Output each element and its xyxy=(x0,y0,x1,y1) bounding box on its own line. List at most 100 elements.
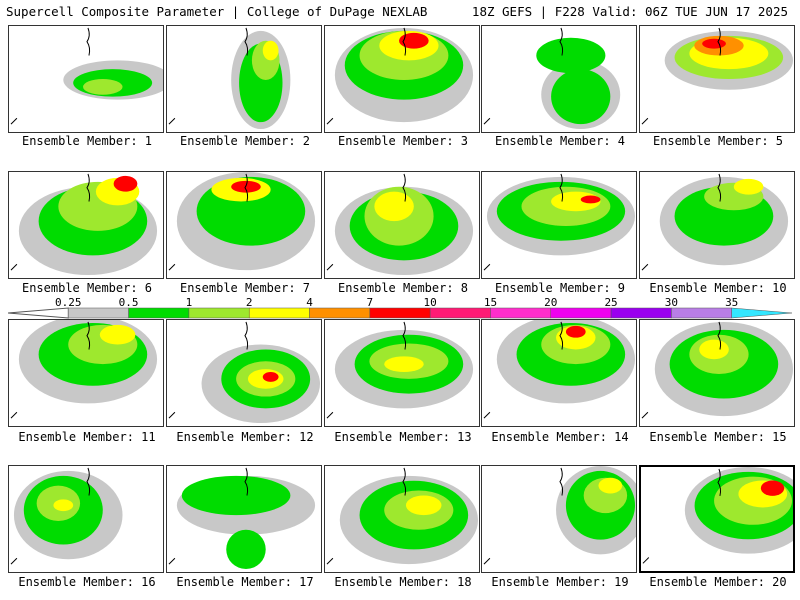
ensemble-panel-17[interactable] xyxy=(166,465,322,573)
coastline xyxy=(10,263,18,271)
coastline xyxy=(559,321,564,350)
ensemble-member-label: Ensemble Member: 3 xyxy=(337,134,469,148)
colorbar-tick-label: 25 xyxy=(604,296,618,309)
scp-field-map xyxy=(483,27,621,130)
scp-field-map xyxy=(641,173,789,271)
ensemble-member-label: Ensemble Member: 5 xyxy=(652,134,784,148)
ensemble-member-label: Ensemble Member: 14 xyxy=(491,430,629,444)
ensemble-panel-8[interactable] xyxy=(324,171,480,279)
coastline xyxy=(168,117,176,125)
ensemble-panel-13[interactable] xyxy=(324,319,480,427)
colorbar-tick-label: 0.5 xyxy=(118,296,139,309)
coastline xyxy=(642,557,650,564)
ensemble-panel-14[interactable] xyxy=(481,319,637,427)
ensemble-panel-18[interactable] xyxy=(324,465,480,573)
scp-contour xyxy=(551,69,611,125)
scp-field-map xyxy=(483,173,636,271)
colorbar-tick-label: 1 xyxy=(185,296,193,309)
coastline xyxy=(717,27,722,56)
ensemble-panel-4[interactable] xyxy=(481,25,637,133)
colorbar-segment xyxy=(248,307,310,319)
scp-contour xyxy=(733,178,764,195)
scp-contour xyxy=(384,356,424,373)
coastline xyxy=(402,27,407,56)
ensemble-panel-9[interactable] xyxy=(481,171,637,279)
coastline xyxy=(717,321,722,350)
ensemble-panel-1[interactable] xyxy=(8,25,164,133)
colorbar-tick-label: 0.25 xyxy=(55,296,82,309)
ensemble-member-label: Ensemble Member: 16 xyxy=(18,575,156,589)
scp-contour xyxy=(760,480,785,496)
coastline xyxy=(86,173,91,202)
scp-field-map xyxy=(10,467,123,565)
ensemble-panel-5[interactable] xyxy=(639,25,795,133)
scp-contour xyxy=(405,495,442,516)
coastline xyxy=(641,117,649,125)
scp-contour xyxy=(262,372,279,382)
ensemble-panel-3[interactable] xyxy=(324,25,480,133)
ensemble-panel-12[interactable] xyxy=(166,319,322,427)
coastline xyxy=(168,557,176,565)
coastline xyxy=(559,27,564,56)
colorbar-tick-label: 2 xyxy=(245,296,253,309)
coastline xyxy=(402,321,407,350)
coastline xyxy=(244,173,249,202)
scp-field-map xyxy=(483,320,635,419)
scp-field-map xyxy=(326,27,474,125)
ensemble-member-label: Ensemble Member: 1 xyxy=(21,134,153,148)
ensemble-member-label: Ensemble Member: 17 xyxy=(176,575,314,589)
coastline xyxy=(244,321,249,350)
coastline xyxy=(10,117,18,125)
scp-field-map xyxy=(10,27,163,125)
scp-field-map xyxy=(10,173,158,276)
colorbar-tick-label: 7 xyxy=(366,296,374,309)
ensemble-member-label: Ensemble Member: 6 xyxy=(21,281,153,295)
coastline xyxy=(402,173,407,202)
coastline xyxy=(559,173,564,202)
coastline xyxy=(244,27,249,56)
scp-contour xyxy=(598,477,623,494)
scp-contour xyxy=(536,37,606,74)
ensemble-panel-7[interactable] xyxy=(166,171,322,279)
ensemble-member-label: Ensemble Member: 7 xyxy=(179,281,311,295)
coastline xyxy=(86,27,91,56)
colorbar-tick-label: 10 xyxy=(423,296,437,309)
scp-field-map xyxy=(168,467,316,570)
coastline xyxy=(641,411,649,419)
ensemble-panel-16[interactable] xyxy=(8,465,164,573)
coastline xyxy=(326,117,334,125)
coastline xyxy=(10,557,18,565)
scp-contour xyxy=(374,191,414,222)
ensemble-panel-19[interactable] xyxy=(481,465,637,573)
ensemble-panel-11[interactable] xyxy=(8,319,164,427)
scp-contour xyxy=(53,499,74,512)
coastline xyxy=(86,467,91,496)
scp-contour xyxy=(181,475,291,516)
ensemble-member-label: Ensemble Member: 9 xyxy=(494,281,626,295)
colorbar-segment xyxy=(128,307,190,319)
scp-contour xyxy=(699,339,729,360)
ensemble-member-label: Ensemble Member: 8 xyxy=(337,281,469,295)
scp-field-map xyxy=(642,467,793,564)
colorbar-tick-label: 35 xyxy=(725,296,739,309)
coastline xyxy=(168,263,176,271)
scp-field-map xyxy=(326,467,479,565)
scp-field-map xyxy=(168,321,321,424)
scp-field-map xyxy=(641,27,794,125)
scp-field-map xyxy=(168,27,291,130)
colorbar-tick-label: 20 xyxy=(544,296,558,309)
ensemble-panel-20[interactable] xyxy=(639,465,795,573)
ensemble-panel-6[interactable] xyxy=(8,171,164,279)
scp-contour xyxy=(99,324,136,345)
colorbar-segment xyxy=(429,307,491,319)
scp-contour xyxy=(262,40,279,61)
ensemble-panel-2[interactable] xyxy=(166,25,322,133)
colorbar-segment xyxy=(610,307,672,319)
coastline xyxy=(483,411,491,419)
ensemble-panel-10[interactable] xyxy=(639,171,795,279)
coastline xyxy=(402,467,407,496)
coastline xyxy=(483,117,491,125)
scp-contour xyxy=(399,32,429,49)
scp-contour xyxy=(226,529,266,570)
ensemble-panel-15[interactable] xyxy=(639,319,795,427)
